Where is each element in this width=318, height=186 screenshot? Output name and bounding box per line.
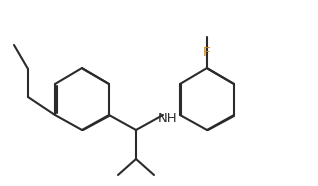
Text: NH: NH	[158, 111, 178, 124]
Text: F: F	[203, 46, 211, 59]
